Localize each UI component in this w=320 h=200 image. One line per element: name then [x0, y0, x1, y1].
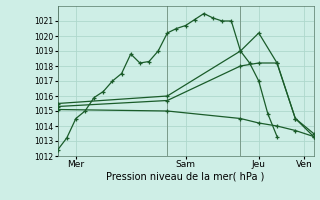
X-axis label: Pression niveau de la mer( hPa ): Pression niveau de la mer( hPa ) — [107, 172, 265, 182]
